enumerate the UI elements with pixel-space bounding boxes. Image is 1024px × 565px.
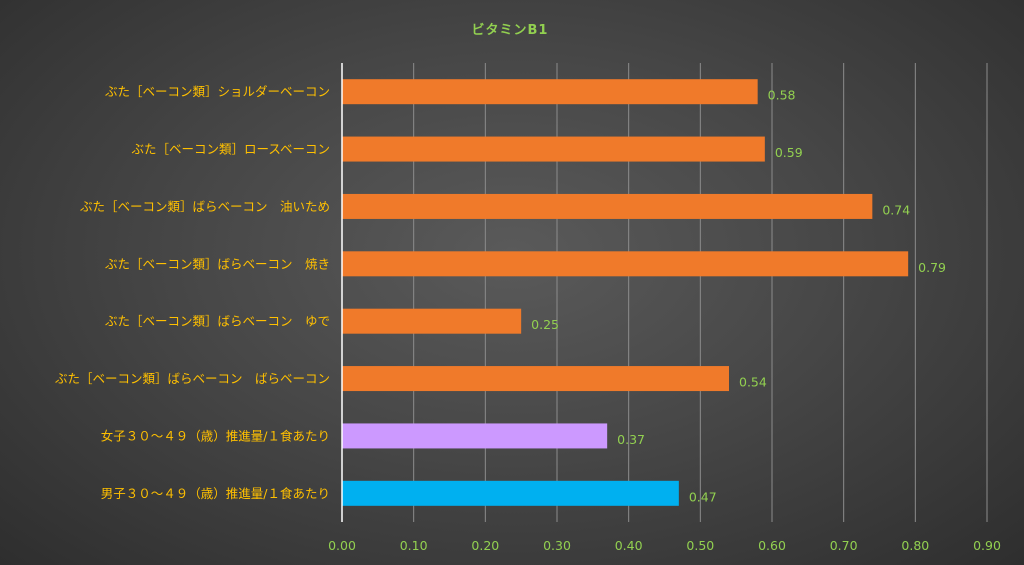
bar [342, 251, 909, 277]
x-tick-label: 0.80 [901, 538, 929, 553]
category-label: ぶた［ベーコン類］ばらベーコン 焼き [105, 256, 330, 271]
category-label: ぶた［ベーコン類］ばらベーコン ゆで [105, 314, 330, 329]
x-tick-label: 0.50 [686, 538, 714, 553]
x-tick-label: 0.00 [328, 538, 356, 553]
bars [342, 79, 909, 506]
bar [342, 308, 522, 334]
category-label: 男子３０～４９（歳）推進量/１食あたり [101, 486, 330, 501]
data-label: 0.59 [775, 145, 803, 160]
bar [342, 423, 608, 449]
category-label: ぶた［ベーコン類］ショルダーベーコン [105, 84, 330, 99]
x-tick-label: 0.10 [400, 538, 428, 553]
gridlines [413, 63, 988, 522]
x-axis-tick-labels: 0.00 0.10 0.20 0.30 0.40 0.50 0.60 0.70 0.80 0.90 [328, 538, 1001, 553]
data-label: 0.25 [531, 317, 559, 332]
data-label: 0.54 [739, 375, 767, 390]
data-label: 0.79 [918, 260, 946, 275]
bar [342, 79, 758, 105]
x-tick-label: 0.70 [830, 538, 858, 553]
data-labels: 0.58 0.59 0.74 0.79 0.25 0.54 0.37 0.47 [531, 88, 946, 505]
bar [342, 366, 729, 392]
x-tick-label: 0.60 [758, 538, 786, 553]
x-tick-label: 0.40 [615, 538, 643, 553]
category-label: ぶた［ベーコン類］ばらベーコン 油いため [80, 199, 330, 214]
category-label: ぶた［ベーコン類］ばらベーコン ばらベーコン [55, 371, 330, 386]
bar [342, 193, 873, 219]
data-label: 0.37 [617, 432, 645, 447]
bar [342, 480, 679, 506]
x-tick-label: 0.90 [973, 538, 1001, 553]
category-label: ぶた［ベーコン類］ロースベーコン [131, 142, 330, 157]
category-labels: ぶた［ベーコン類］ショルダーベーコンぶた［ベーコン類］ロースベーコンぶた［ベーコ… [55, 84, 330, 501]
data-label: 0.74 [882, 202, 910, 217]
category-label: 女子３０～４９（歳）推進量/１食あたり [101, 428, 330, 443]
data-label: 0.47 [689, 489, 717, 504]
x-tick-label: 0.30 [543, 538, 571, 553]
bar [342, 136, 765, 162]
chart-title: ビタミンB1 [472, 22, 549, 38]
data-label: 0.58 [768, 88, 796, 103]
x-tick-label: 0.20 [471, 538, 499, 553]
